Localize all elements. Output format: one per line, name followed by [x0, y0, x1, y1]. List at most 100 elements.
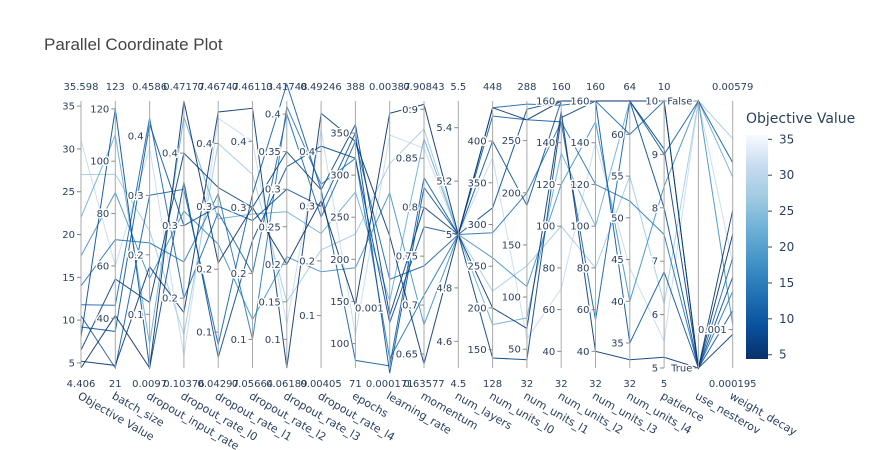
axis-tick-label: 0.85	[396, 154, 418, 165]
axis-tick-label: 30	[62, 144, 75, 155]
axis-tick-label: 80	[577, 263, 590, 274]
axis-range-max: 0.90843	[403, 82, 444, 93]
axis-tick-label: 5	[652, 364, 658, 375]
axis-tick-label: 0.2	[128, 250, 144, 261]
axis-tick-label: 250	[330, 213, 349, 224]
colorbar-gradient	[746, 135, 768, 359]
axis-tick-label: 0.1	[196, 328, 212, 339]
axis-tick-label: 80	[542, 263, 555, 274]
axis-tick-label: 40	[97, 314, 110, 325]
axis-tick-label: 0.2	[265, 260, 281, 271]
trial-line	[80, 100, 734, 357]
axis-range-min: 0.63577	[403, 379, 444, 390]
axis-range-min: 0.04297	[198, 379, 239, 390]
axis-tick-label: 0.1	[299, 311, 315, 322]
axis-range-max: 123	[106, 82, 125, 93]
axis-tick-label: 0.2	[162, 294, 178, 305]
axis-tick-label: 35	[611, 338, 624, 349]
axis-tick-label: 120	[536, 180, 555, 191]
axis-tick-label: 0.4	[162, 149, 178, 160]
axis-tick-label: 0.001	[355, 304, 384, 315]
axis-tick-label: 40	[542, 347, 555, 358]
axis-range-min: 0.05664	[232, 379, 273, 390]
axis-tick-label: 140	[570, 138, 589, 149]
axis-tick-label: 10	[645, 97, 658, 108]
axis-tick-label: 60	[97, 261, 110, 272]
axis-tick-label: 100	[536, 222, 555, 233]
axis-tick-label: 150	[330, 297, 349, 308]
axis-range-max: 388	[346, 82, 365, 93]
axis-tick-label: 350	[330, 129, 349, 140]
axis-tick-label: 4.6	[436, 337, 452, 348]
axis-range-max: 0.47177	[163, 82, 204, 93]
axis-range-min: 32	[555, 379, 568, 390]
axis-tick-label: 40	[611, 297, 624, 308]
axis-tick-label: 0.9	[402, 105, 418, 116]
axis-tick-label: 100	[570, 222, 589, 233]
axis-tick-label: 400	[468, 137, 487, 148]
axis-range-max: 0.41748	[266, 82, 307, 93]
axis-tick-label: 20	[62, 230, 75, 241]
axis-range-min: 4.5	[450, 379, 466, 390]
axis-range-min: 71	[349, 379, 362, 390]
axis-tick-label: 0.25	[259, 222, 281, 233]
axis-tick-label: 60	[542, 305, 555, 316]
colorbar-ticks: 5 10 15 20 25 30 35	[768, 132, 794, 362]
axis-tick-label: 5.2	[436, 177, 452, 188]
axis-range-min: 32	[623, 379, 636, 390]
axis-tick-label: 300	[468, 220, 487, 231]
axis-range-max: 10	[658, 82, 671, 93]
axis-range-min: 0.0097	[132, 379, 167, 390]
axis-tick-label: 5	[446, 230, 452, 241]
axis-range-max: 64	[623, 82, 636, 93]
axis-tick-label: 0.1	[265, 335, 281, 346]
axis-tick-label: 15	[62, 273, 75, 284]
axis-tick-label: 55	[611, 172, 624, 183]
axis-range-max: 5.5	[450, 82, 466, 93]
axis-range-min: 4.406	[67, 379, 96, 390]
axis-range-max: 160	[586, 82, 605, 93]
axis-tick-label: 200	[468, 303, 487, 314]
axis-tick-label: 300	[330, 171, 349, 182]
colorbar-tick-label: 15	[779, 276, 794, 290]
colorbar-tick-label: 35	[779, 132, 794, 146]
axis-tick-label: 120	[90, 104, 109, 115]
axis-tick-label: 5.4	[436, 123, 452, 134]
axis-tick-label: 5	[69, 358, 75, 369]
axis-range-max: 0.00579	[712, 82, 753, 93]
axis-tick-label: 0.3	[196, 202, 212, 213]
axis-tick-label: 25	[62, 187, 75, 198]
axis-tick-label: 0.4	[265, 110, 281, 121]
axis-range-min: 21	[109, 379, 122, 390]
axis-tick-label: 150	[468, 345, 487, 356]
axis-range-max: 0.46747	[198, 82, 239, 93]
axis-tick-label: 120	[570, 180, 589, 191]
axis-tick-label: 200	[502, 188, 521, 199]
axis-tick-label: 45	[611, 255, 624, 266]
axis-range-min: 0.10376	[163, 379, 204, 390]
axis-tick-label: 40	[577, 347, 590, 358]
axis-tick-label: 0.3	[265, 185, 281, 196]
axis-tick-label: False	[667, 97, 692, 108]
trial-line	[81, 100, 733, 350]
colorbar-tick-label: 30	[779, 168, 794, 182]
axis-tick-label: 4.8	[436, 283, 452, 294]
axis-tick-label: 100	[90, 157, 109, 168]
axis-tick-label: 0.2	[231, 269, 247, 280]
axis-tick-label: 0.2	[196, 265, 212, 276]
axis-tick-label: 80	[97, 209, 110, 220]
trial-line	[80, 100, 734, 345]
colorbar-tick-label: 20	[779, 240, 794, 254]
axis-tick-label: 0.75	[396, 252, 418, 263]
axis-tick-label: 350	[468, 178, 487, 189]
axis-tick-label: 150	[502, 240, 521, 251]
axis-tick-label: 0.001	[698, 325, 727, 336]
axis-tick-label: 35	[62, 102, 75, 113]
axis-tick-label: 0.2	[299, 256, 315, 267]
chart-title: Parallel Coordinate Plot	[44, 35, 223, 54]
axis-tick-label: 0.65	[396, 350, 418, 361]
axis-tick-label: 7	[652, 257, 658, 268]
colorbar-tick-label: 10	[779, 312, 794, 326]
